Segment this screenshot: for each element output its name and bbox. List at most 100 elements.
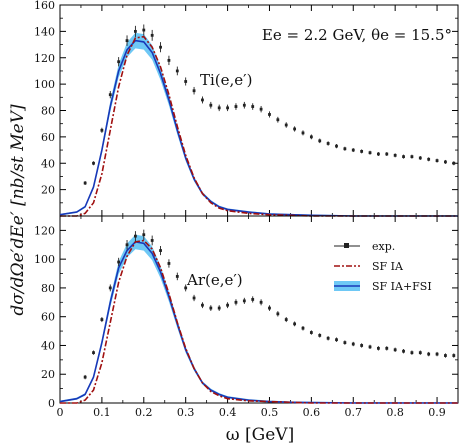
y-tick-label: 60	[41, 311, 55, 324]
data-point-exp	[201, 302, 204, 309]
data-point-exp	[192, 86, 196, 95]
data-point-exp	[226, 104, 229, 112]
data-point-exp	[184, 284, 188, 292]
plot-frame	[59, 215, 459, 404]
data-point-exp	[343, 146, 347, 151]
y-tick-label: 0	[48, 397, 55, 410]
data-point-exp	[301, 130, 305, 136]
data-point-exp	[100, 317, 104, 323]
data-point-exp	[268, 111, 271, 118]
data-point-exp	[192, 294, 196, 302]
data-point-exp	[92, 161, 95, 166]
data-point-exp	[159, 42, 162, 53]
data-point-exp	[393, 347, 397, 352]
data-point-exp	[293, 126, 297, 132]
data-point-exp	[142, 24, 146, 36]
x-tick-label: 0.5	[261, 406, 279, 419]
data-point-exp	[159, 245, 162, 256]
legend-exp: exp.	[334, 240, 395, 253]
legend-sf-ia: SF IA	[334, 260, 404, 273]
kinematics-label: Ee = 2.2 GeV, θe = 15.5°	[262, 26, 452, 44]
data-point-exp	[268, 305, 271, 311]
x-tick-label: 0.2	[135, 406, 153, 419]
data-point-exp	[134, 231, 137, 242]
panel-argon: 0 0.1 0.2 0.3 0.4 0.5 0.6 0.7 0.8 0.9 0 20 40 60 80 100…	[34, 215, 459, 419]
data-point-exp	[242, 297, 246, 304]
legend-sf-fsi: SF IA+FSI	[334, 280, 432, 293]
data-point-exp	[142, 229, 146, 240]
data-point-exp	[444, 159, 447, 164]
x-tick-label: 0.9	[428, 406, 446, 419]
data-point-exp	[452, 161, 456, 166]
data-point-exp	[326, 141, 330, 146]
data-point-exp	[100, 127, 104, 133]
data-point-exp	[326, 336, 330, 341]
x-tick-label: 0.6	[303, 406, 321, 419]
data-point-exp	[402, 154, 405, 159]
data-point-exp	[385, 152, 389, 156]
data-point-exp	[167, 55, 171, 66]
data-point-exp	[435, 351, 439, 357]
data-point-exp	[108, 91, 112, 99]
data-point-exp	[217, 305, 221, 311]
data-point-exp	[234, 299, 238, 306]
data-point-exp	[360, 149, 364, 154]
panel-label: Ti(e,e′)	[200, 71, 252, 89]
data-point-exp	[83, 374, 87, 380]
data-point-exp	[444, 353, 447, 358]
legend-label-sf-fsi: SF IA+FSI	[372, 280, 432, 293]
data-point-exp	[301, 325, 305, 331]
data-point-exp	[318, 138, 322, 144]
data-point-exp	[209, 101, 213, 109]
data-point-exp	[184, 77, 188, 86]
series-sf-ia-line	[60, 239, 458, 404]
data-point-exp	[276, 311, 280, 317]
legend-label-sf-ia: SF IA	[372, 260, 404, 273]
x-tick-label: 0.4	[219, 406, 237, 419]
data-point-exp	[293, 321, 297, 327]
data-point-exp	[427, 351, 431, 357]
data-point-exp	[410, 350, 414, 355]
data-point-exp	[209, 305, 213, 311]
data-point-exp	[217, 104, 221, 112]
data-point-exp	[175, 66, 179, 76]
y-tick-label: 80	[41, 282, 55, 295]
data-point-exp	[251, 296, 255, 303]
x-axis-label: ω [GeV]	[226, 425, 294, 445]
data-point-exp	[377, 346, 380, 351]
x-tick-label: 0.1	[93, 406, 111, 419]
data-point-exp	[452, 353, 456, 358]
data-point-exp	[309, 134, 313, 140]
data-point-exp	[368, 150, 372, 155]
y-tick-label: 160	[34, 0, 55, 12]
data-point-exp	[259, 105, 263, 113]
series-sf-ia-line	[60, 35, 458, 217]
data-point-exp	[418, 155, 422, 160]
data-point-exp	[226, 302, 229, 309]
data-point-exp	[125, 240, 129, 250]
data-point-exp	[351, 341, 355, 347]
y-axis-label: dσ/dΩe′dEe′ [nb/st MeV]	[8, 104, 28, 316]
data-point-exp	[125, 35, 129, 46]
data-point-exp	[150, 235, 154, 246]
panel-titanium: 20 40 60 80 100 120 140 160 Ti(e,e′)	[34, 0, 459, 217]
data-point-exp	[276, 116, 280, 123]
data-point-exp	[284, 317, 288, 323]
data-point-exp	[83, 181, 87, 186]
data-point-exp	[284, 122, 288, 128]
data-point-exp	[92, 350, 95, 355]
data-point-exp	[251, 103, 255, 110]
y-tick-label: 20	[41, 184, 55, 197]
data-point-exp	[201, 96, 204, 104]
data-point-exp	[108, 284, 112, 292]
data-point-exp	[175, 272, 179, 281]
x-tick-label: 0.3	[177, 406, 195, 419]
data-point-exp	[167, 259, 171, 268]
y-tick-label: 120	[34, 224, 55, 237]
data-point-exp	[410, 154, 414, 159]
data-point-exp	[385, 346, 389, 351]
y-tick-label: 100	[34, 78, 55, 91]
series-sf-fsi-line	[59, 39, 458, 217]
sf-fsi-band	[60, 32, 458, 216]
